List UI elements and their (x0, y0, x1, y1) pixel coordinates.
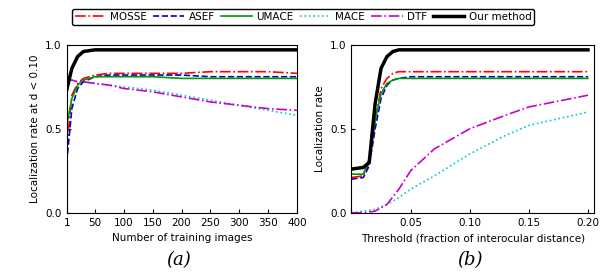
X-axis label: Number of training images: Number of training images (112, 233, 252, 243)
Text: (b): (b) (457, 251, 482, 269)
Y-axis label: Localization rate: Localization rate (315, 85, 325, 172)
X-axis label: Threshold (fraction of interocular distance): Threshold (fraction of interocular dista… (361, 233, 585, 243)
Y-axis label: Localization rate at d < 0.10: Localization rate at d < 0.10 (30, 55, 40, 203)
Text: (a): (a) (167, 251, 191, 269)
Legend: MOSSE, ASEF, UMACE, MACE, DTF, Our method: MOSSE, ASEF, UMACE, MACE, DTF, Our metho… (72, 9, 534, 25)
